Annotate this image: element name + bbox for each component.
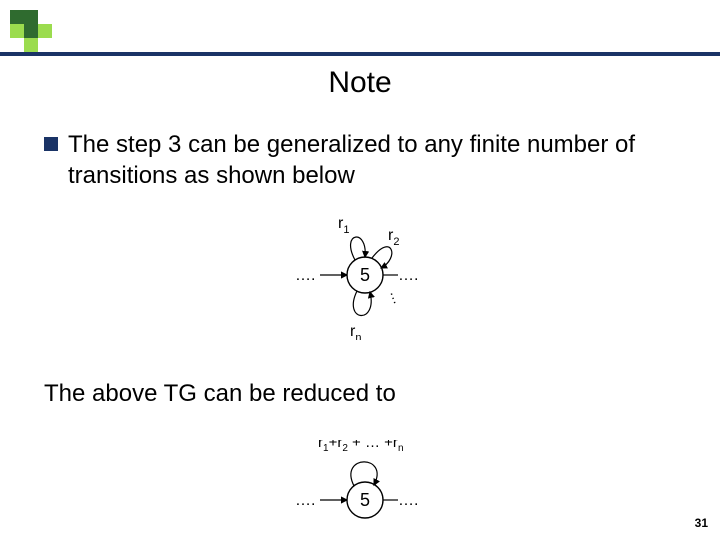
slide-logo [10, 10, 52, 52]
diagram2-loop-label: r1+r2 + … +rn [318, 440, 404, 454]
content-body: The step 3 can be generalized to any fin… [44, 130, 684, 191]
diagram1-r1-label: r1 [338, 215, 349, 236]
diagram1-left-dots: …. [295, 267, 315, 284]
diagram1-rn-label: rn [350, 323, 361, 340]
diagram1-r2-label: r2 [388, 227, 399, 248]
diagram1-vertical-dots: … [387, 288, 407, 307]
header-divider [0, 52, 720, 56]
diagram2-left-dots: …. [295, 492, 315, 509]
diagram2-right-dots: …. [398, 492, 418, 509]
bullet-item: The step 3 can be generalized to any fin… [44, 130, 684, 191]
slide-title: Note [0, 66, 720, 100]
bullet-icon [44, 137, 58, 151]
reduced-text: The above TG can be reduced to [44, 380, 684, 408]
bullet-text: The step 3 can be generalized to any fin… [68, 130, 684, 191]
diagram-single-loop: …. …. 5 r1+r2 + … +rn [270, 440, 460, 530]
page-number: 31 [695, 516, 708, 530]
diagram1-node-label: 5 [360, 265, 370, 285]
diagram2-node-label: 5 [360, 490, 370, 510]
reduced-section: The above TG can be reduced to [44, 380, 684, 408]
diagram1-right-dots: …. [398, 267, 418, 284]
diagram-multi-loop: …. …. 5 r1 r2 … rn [270, 210, 460, 340]
